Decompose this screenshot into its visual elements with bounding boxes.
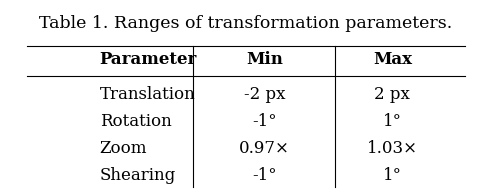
Text: 0.97×: 0.97× xyxy=(239,140,290,157)
Text: Rotation: Rotation xyxy=(100,113,171,130)
Text: 1.03×: 1.03× xyxy=(367,140,418,157)
Text: Parameter: Parameter xyxy=(100,51,197,68)
Text: Table 1. Ranges of transformation parameters.: Table 1. Ranges of transformation parame… xyxy=(39,15,453,32)
Text: 1°: 1° xyxy=(383,113,402,130)
Text: Translation: Translation xyxy=(100,86,195,103)
Text: -1°: -1° xyxy=(252,113,277,130)
Text: -1°: -1° xyxy=(252,167,277,184)
Text: -2 px: -2 px xyxy=(244,86,285,103)
Text: Max: Max xyxy=(373,51,412,68)
Text: Shearing: Shearing xyxy=(100,167,176,184)
Text: 1°: 1° xyxy=(383,167,402,184)
Text: Zoom: Zoom xyxy=(100,140,147,157)
Text: Min: Min xyxy=(246,51,283,68)
Text: 2 px: 2 px xyxy=(374,86,410,103)
